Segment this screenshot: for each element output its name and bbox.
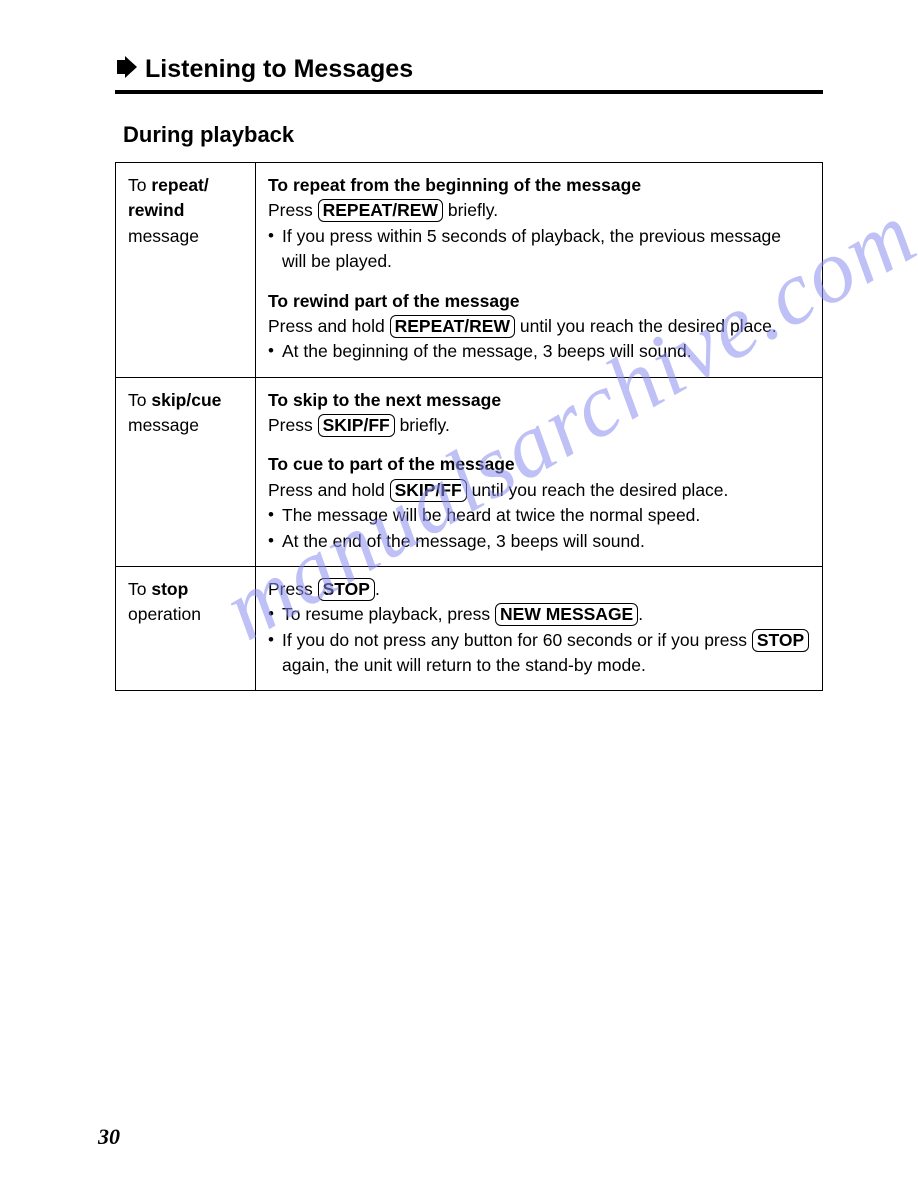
row-label-cell: To skip/cue message bbox=[116, 377, 256, 566]
list-item: At the beginning of the message, 3 beeps… bbox=[268, 339, 810, 364]
arrow-right-icon bbox=[115, 56, 137, 83]
row-content-cell: To skip to the next message Press SKIP/F… bbox=[256, 377, 823, 566]
row-label-cell: To repeat/ rewind message bbox=[116, 163, 256, 378]
text: Press bbox=[268, 200, 318, 220]
label-prefix: To bbox=[128, 390, 151, 410]
text: Press and hold bbox=[268, 480, 390, 500]
text: If you do not press any button for 60 se… bbox=[282, 630, 752, 650]
text: until you reach the desired place. bbox=[467, 480, 729, 500]
label-bold: skip/cue bbox=[151, 390, 221, 410]
content-section: To rewind part of the message Press and … bbox=[268, 289, 810, 365]
instruction-table: To repeat/ rewind message To repeat from… bbox=[115, 162, 823, 691]
title-underline bbox=[115, 90, 823, 94]
label-prefix: To bbox=[128, 175, 151, 195]
label-suffix: operation bbox=[128, 604, 201, 624]
section-heading: To skip to the next message bbox=[268, 390, 501, 410]
bullet-list: To resume playback, press NEW MESSAGE. I… bbox=[268, 602, 810, 678]
repeat-rew-button: REPEAT/REW bbox=[390, 315, 515, 338]
section-heading: To rewind part of the message bbox=[268, 291, 520, 311]
stop-button: STOP bbox=[318, 578, 375, 601]
manual-page: Listening to Messages During playback To… bbox=[0, 0, 918, 691]
text: until you reach the desired place. bbox=[515, 316, 777, 336]
text: To resume playback, press bbox=[282, 604, 495, 624]
bullet-list: If you press within 5 seconds of playbac… bbox=[268, 224, 810, 275]
repeat-rew-button: REPEAT/REW bbox=[318, 199, 443, 222]
table-row: To stop operation Press STOP. To resume … bbox=[116, 566, 823, 691]
skip-ff-button: SKIP/FF bbox=[390, 479, 467, 502]
text: briefly. bbox=[443, 200, 498, 220]
label-suffix: message bbox=[128, 415, 199, 435]
content-section: To repeat from the beginning of the mess… bbox=[268, 173, 810, 275]
bullet-list: At the beginning of the message, 3 beeps… bbox=[268, 339, 810, 364]
table-row: To skip/cue message To skip to the next … bbox=[116, 377, 823, 566]
content-section: To cue to part of the message Press and … bbox=[268, 452, 810, 554]
text: Press bbox=[268, 579, 318, 599]
stop-button: STOP bbox=[752, 629, 809, 652]
text: Press and hold bbox=[268, 316, 390, 336]
bullet-list: The message will be heard at twice the n… bbox=[268, 503, 810, 554]
label-bold: stop bbox=[151, 579, 188, 599]
section-subtitle: During playback bbox=[123, 122, 823, 148]
text: briefly. bbox=[395, 415, 450, 435]
row-content-cell: To repeat from the beginning of the mess… bbox=[256, 163, 823, 378]
label-suffix: message bbox=[128, 226, 199, 246]
text: . bbox=[375, 579, 380, 599]
page-number: 30 bbox=[98, 1124, 120, 1150]
label-prefix: To bbox=[128, 579, 151, 599]
list-item: To resume playback, press NEW MESSAGE. bbox=[268, 602, 810, 627]
list-item: If you press within 5 seconds of playbac… bbox=[268, 224, 810, 275]
list-item: The message will be heard at twice the n… bbox=[268, 503, 810, 528]
text: . bbox=[638, 604, 643, 624]
list-item: At the end of the message, 3 beeps will … bbox=[268, 529, 810, 554]
table-row: To repeat/ rewind message To repeat from… bbox=[116, 163, 823, 378]
row-label-cell: To stop operation bbox=[116, 566, 256, 691]
row-content-cell: Press STOP. To resume playback, press NE… bbox=[256, 566, 823, 691]
list-item: If you do not press any button for 60 se… bbox=[268, 628, 810, 679]
new-message-button: NEW MESSAGE bbox=[495, 603, 638, 626]
text: again, the unit will return to the stand… bbox=[282, 655, 646, 675]
text: Press bbox=[268, 415, 318, 435]
skip-ff-button: SKIP/FF bbox=[318, 414, 395, 437]
content-section: To skip to the next message Press SKIP/F… bbox=[268, 388, 810, 439]
page-title: Listening to Messages bbox=[145, 55, 413, 84]
section-heading: To repeat from the beginning of the mess… bbox=[268, 175, 641, 195]
section-heading: To cue to part of the message bbox=[268, 454, 515, 474]
title-row: Listening to Messages bbox=[115, 55, 823, 84]
